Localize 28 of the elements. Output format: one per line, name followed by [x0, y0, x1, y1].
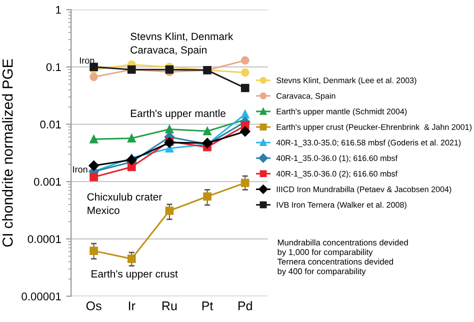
legend-label: Earth's upper crust (Peucker-Ehrenbrink & Jahn 2001) — [276, 124, 472, 132]
y-axis-title: CI chondrite normalized PGE — [2, 59, 13, 247]
annotation: Chicxulub crater Mexico — [87, 192, 162, 214]
legend-label: Caravaca, Spain — [276, 92, 336, 100]
y-tick-label: 1 — [56, 6, 61, 14]
text: Mundrabilla concentrations devided by 1,000 for comparability Ternera concentrations devided by 400 for comparability — [277, 239, 408, 276]
x-tick-label: Ir — [128, 302, 136, 310]
annotation: Iron — [80, 57, 94, 64]
y-tick-label: 0.0001 — [28, 235, 61, 244]
x-tick-label: Ru — [162, 302, 177, 310]
annotation: Iron — [73, 166, 88, 173]
legend-label: Stevns Klint, Denmark (Lee et al. 2003) — [276, 77, 416, 85]
legend-label: IVB Iron Ternera (Walker et al. 2008) — [276, 202, 406, 210]
legend-label: IIICD Iron Mundrabilla (Petaev & Jacobsen 2004) — [276, 186, 452, 194]
legend-label: Earth's upper mantle (Schmidt 2004) — [276, 108, 407, 116]
y-tick-label: 0.001 — [34, 178, 61, 186]
x-tick-label: Pd — [238, 301, 252, 310]
annotation: Stevns Klint, Denmark Caravaca, Spain — [130, 32, 234, 56]
legend-label: 40R-1_33.0-35.0; 616.58 mbsf (Goderis et al. 2021) — [276, 140, 461, 148]
y-tick-label: 0.1 — [46, 63, 61, 72]
annotation: Earth's upper crust — [92, 270, 178, 280]
legend-label: 40R-1_35.0-36.0 (1); 616.60 mbsf — [276, 155, 398, 163]
legend-label: 40R-1_35.0-36.0 (2); 616.60 mbsf — [276, 170, 398, 178]
y-tick-label: 0.00001 — [22, 292, 61, 300]
y-tick-label: 0.01 — [40, 120, 61, 128]
annotation: Earth's upper mantle — [130, 109, 226, 120]
x-tick-label: Os — [86, 301, 102, 310]
x-tick-label: Pt — [202, 302, 214, 310]
